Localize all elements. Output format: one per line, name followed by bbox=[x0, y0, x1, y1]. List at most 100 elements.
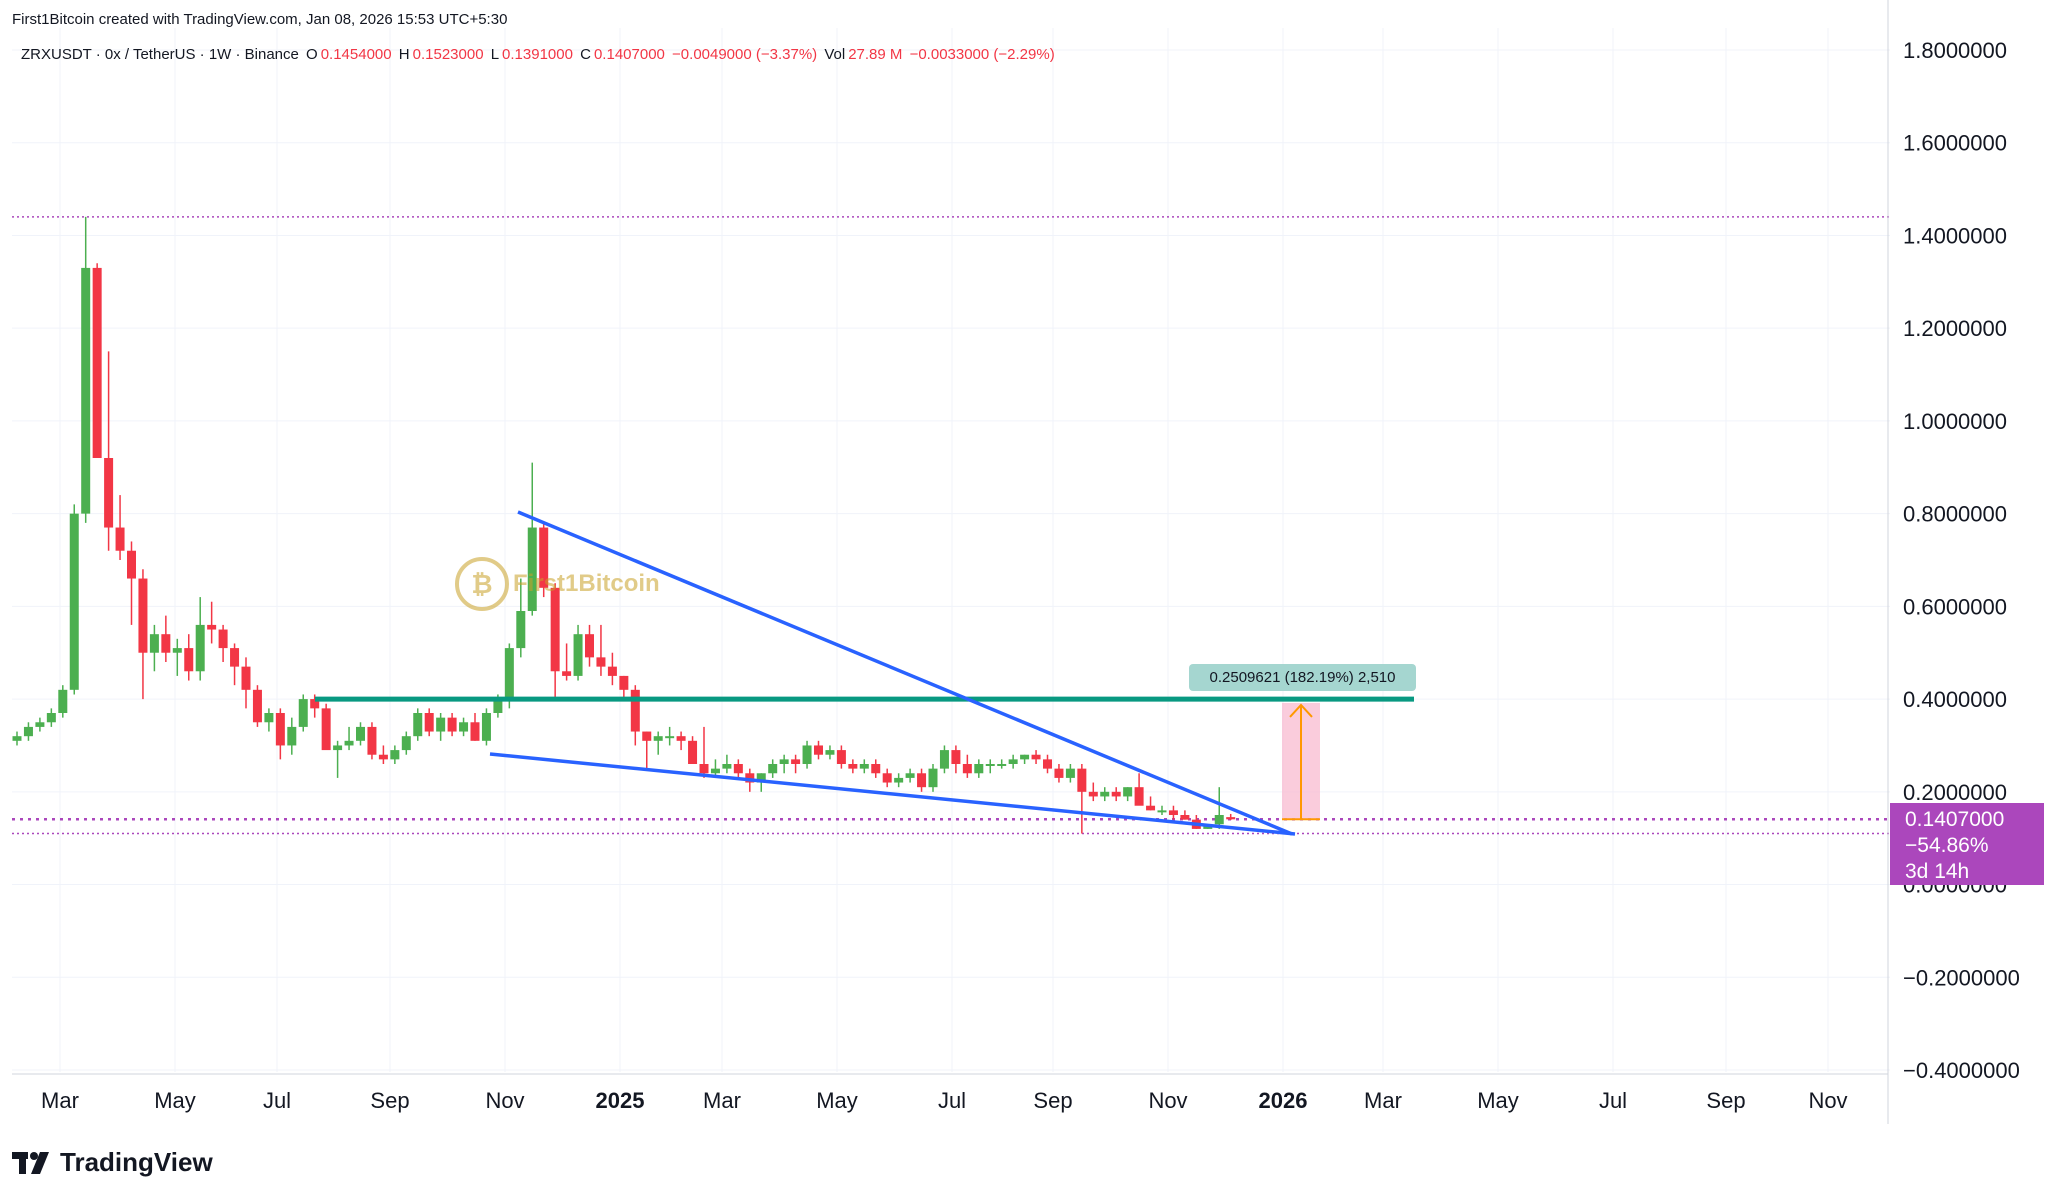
candle-body bbox=[917, 773, 927, 788]
y-tick-label: 0.8000000 bbox=[1903, 502, 2007, 527]
candle-body bbox=[447, 717, 457, 732]
candle-body bbox=[1123, 787, 1133, 797]
measure-arrow-head bbox=[1289, 703, 1313, 718]
candle-body bbox=[871, 764, 881, 774]
y-tick-label: 0.6000000 bbox=[1903, 594, 2007, 619]
candle-body bbox=[1168, 810, 1178, 815]
candle-body bbox=[12, 736, 22, 741]
volume-value: 27.89 M bbox=[848, 46, 903, 63]
candle-body bbox=[573, 634, 583, 676]
low-label: L bbox=[490, 46, 500, 63]
drawings bbox=[315, 510, 1414, 836]
candle-body bbox=[1043, 759, 1052, 769]
candle-body bbox=[779, 759, 789, 764]
candle-body bbox=[607, 666, 617, 676]
candle-body bbox=[1146, 805, 1156, 811]
candle-body bbox=[585, 634, 594, 658]
candle-body bbox=[92, 267, 102, 458]
candle-body bbox=[710, 768, 720, 774]
y-tick-label: 0.4000000 bbox=[1903, 687, 2007, 712]
high-value: 0.1523000 bbox=[412, 46, 484, 63]
y-tick-label: 0.2000000 bbox=[1903, 780, 2007, 805]
candle-body bbox=[424, 713, 434, 732]
candle-body bbox=[298, 699, 308, 727]
candle-body bbox=[81, 267, 91, 514]
x-tick-label: Jul bbox=[263, 1088, 291, 1113]
candle-body bbox=[1180, 815, 1190, 820]
candle-body bbox=[1008, 759, 1018, 764]
symbol-title[interactable]: ZRXUSDT · 0x / TetherUS · 1W · Binance bbox=[21, 46, 299, 63]
candle-body bbox=[768, 764, 778, 774]
close-label: C bbox=[580, 46, 591, 63]
candle-body bbox=[481, 713, 491, 741]
watermark: ₿ First1Bitcoin bbox=[455, 557, 660, 611]
candle-body bbox=[1134, 787, 1144, 806]
x-tick-label: Mar bbox=[41, 1088, 79, 1113]
candle-body bbox=[149, 634, 159, 653]
x-tick-label: Sep bbox=[1033, 1088, 1072, 1113]
candle-body bbox=[470, 722, 480, 741]
candle-body bbox=[1031, 754, 1041, 760]
candle-body bbox=[539, 527, 549, 588]
x-tick-label: May bbox=[154, 1088, 196, 1113]
candle-body bbox=[745, 773, 755, 783]
candle-body bbox=[630, 689, 640, 732]
candle-body bbox=[939, 750, 949, 769]
candle-body bbox=[104, 458, 114, 528]
candle-body bbox=[207, 624, 217, 630]
current-price-tag: 0.1407000 −54.86% 3d 14h bbox=[1890, 803, 2044, 885]
high-label: H bbox=[398, 46, 410, 63]
x-tick-label: Nov bbox=[1808, 1088, 1847, 1113]
candle-body bbox=[802, 745, 812, 764]
y-tick-label: 1.2000000 bbox=[1903, 316, 2007, 341]
axes: 1.8000000 1.6000000 1.4000000 1.2000000 1.00… bbox=[12, 0, 2020, 1124]
y-tick-label: 1.4000000 bbox=[1903, 223, 2007, 248]
candle-body bbox=[688, 740, 698, 764]
candle-body bbox=[1088, 791, 1098, 797]
change-value: −0.0049000 (−3.37%) bbox=[672, 46, 818, 63]
candle-body bbox=[928, 768, 938, 788]
candle-body bbox=[722, 764, 732, 769]
candle-body bbox=[905, 773, 915, 778]
candle-body bbox=[23, 726, 33, 737]
measure-label[interactable]: 0.2509621 (182.19%) 2,510 bbox=[1189, 664, 1416, 691]
bitcoin-logo-icon: ₿ bbox=[455, 557, 509, 611]
candle-body bbox=[756, 773, 766, 783]
candle-body bbox=[138, 578, 148, 653]
candle-body bbox=[516, 611, 526, 649]
volume-label: Vol bbox=[824, 46, 846, 63]
candle-body bbox=[436, 717, 446, 732]
candle-body bbox=[310, 699, 320, 709]
x-tick-label: May bbox=[816, 1088, 858, 1113]
candle-body bbox=[241, 666, 251, 690]
x-tick-label: Nov bbox=[1148, 1088, 1187, 1113]
candle-body bbox=[390, 750, 400, 760]
bar-countdown: 3d 14h bbox=[1905, 860, 1970, 883]
y-tick-label: 1.6000000 bbox=[1903, 131, 2007, 156]
candle-body bbox=[35, 722, 45, 727]
candle-body bbox=[1077, 768, 1087, 792]
y-tick-label: 1.0000000 bbox=[1903, 409, 2007, 434]
candle-body bbox=[894, 777, 904, 783]
candle-body bbox=[733, 764, 743, 774]
candle-body bbox=[836, 750, 846, 764]
candle-body bbox=[356, 726, 365, 741]
candle-body bbox=[550, 587, 560, 672]
creator-line: First1Bitcoin created with TradingView.c… bbox=[12, 11, 508, 28]
candle-body bbox=[184, 648, 194, 672]
grid-lines bbox=[12, 28, 1890, 1072]
candle-body bbox=[527, 527, 537, 611]
candle-body bbox=[378, 754, 388, 760]
volume-change: −0.0033000 (−2.29%) bbox=[909, 46, 1055, 63]
candle-body bbox=[985, 764, 995, 766]
candle-body bbox=[882, 773, 892, 783]
tradingview-brand[interactable]: TradingView bbox=[12, 1147, 213, 1178]
candle-body bbox=[333, 745, 343, 751]
candle-body bbox=[974, 764, 984, 774]
x-tick-label: Sep bbox=[1706, 1088, 1745, 1113]
candle-body bbox=[287, 726, 297, 746]
close-value: 0.1407000 bbox=[593, 46, 665, 63]
candle-body bbox=[321, 708, 331, 751]
x-tick-label: Jul bbox=[1599, 1088, 1627, 1113]
